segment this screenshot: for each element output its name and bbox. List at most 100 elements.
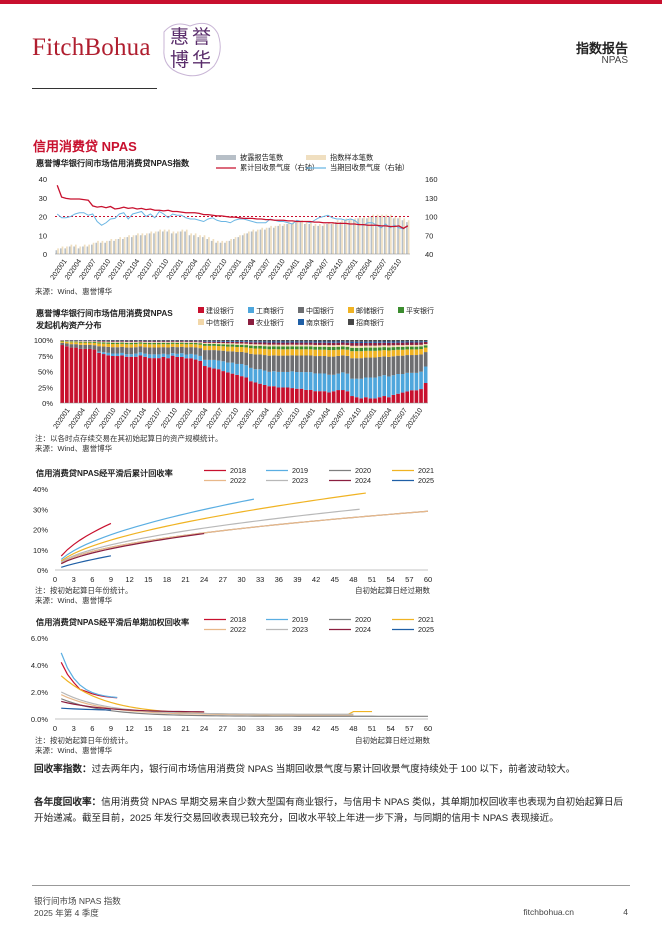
chart2-bar-segment: [175, 342, 180, 345]
chart2-bar-segment: [285, 387, 290, 403]
chart2-bar-segment: [373, 342, 377, 346]
line-ytick: 2.0%: [31, 688, 48, 697]
chart2-bar-segment: [147, 344, 152, 348]
chart2-bar-segment: [198, 343, 203, 345]
chart2-bar-segment: [258, 354, 262, 370]
chart2-bar-segment: [295, 355, 299, 373]
chart2-bar-segment: [166, 340, 170, 342]
chart2-bar-segment: [400, 374, 405, 393]
chart2-bar-segment: [391, 394, 396, 403]
chart1-bar-disclosed: [241, 235, 244, 254]
chart2-bar-segment: [97, 346, 101, 352]
chart2-bar-segment: [345, 346, 350, 350]
line-xtick: 24: [200, 724, 208, 733]
chart2-bar-segment: [295, 344, 299, 347]
line-xtick: 57: [405, 724, 413, 733]
chart2-bar-segment: [410, 346, 414, 350]
chart2-legend-swatch: [248, 319, 254, 325]
chart1-bar-disclosed: [188, 235, 191, 254]
chart2-legend-label: 工商银行: [256, 306, 284, 315]
chart2-bar-segment: [143, 340, 147, 342]
line-xtick: 48: [349, 575, 357, 584]
chart2-bar-segment: [203, 340, 207, 342]
chart2-bar-segment: [331, 341, 336, 343]
chart2-bar-segment: [345, 341, 350, 343]
chart2-ytick: 0%: [42, 399, 53, 408]
chart1-bar-sample: [97, 240, 99, 254]
chart2-bar-segment: [74, 344, 78, 348]
chart2-bar-segment: [272, 386, 276, 403]
chart2-bar-segment: [318, 344, 322, 347]
chart1-bar-sample: [345, 218, 348, 254]
line-chart-title: 信用消费贷NPAS经平滑后累计回收率: [36, 468, 173, 478]
chart2-bar-segment: [129, 340, 134, 341]
chart2-bar-segment: [368, 345, 373, 348]
chart2-bar-segment: [405, 341, 410, 343]
chart1-bar-sample: [194, 233, 197, 254]
chart2-bar-segment: [299, 340, 304, 342]
chart2-bar-segment: [276, 342, 281, 345]
chart2-bar-segment: [327, 347, 331, 351]
chart2-legend-swatch: [348, 307, 354, 313]
chart2-bar-segment: [69, 341, 74, 343]
chart2-bar-segment: [410, 341, 414, 343]
chart2-bar-segment: [295, 341, 299, 343]
chart1-bar-disclosed: [166, 231, 169, 254]
chart2-bar-segment: [281, 355, 285, 372]
line-legend-label: 2023: [292, 476, 308, 485]
chart2-legend-label: 农业银行: [256, 318, 284, 327]
chart2-bar-segment: [115, 340, 120, 342]
chart2-bar-segment: [423, 347, 428, 353]
chart2-bar-segment: [239, 344, 244, 348]
chart2-legend-label: 建设银行: [206, 306, 234, 315]
chart2-bar-segment: [212, 350, 216, 360]
chart2-bar-segment: [253, 345, 258, 349]
chart2-bar-segment: [336, 341, 341, 343]
chart2-bar-segment: [318, 391, 322, 403]
chart2-bar-segment: [212, 340, 216, 342]
chart2-bar-segment: [198, 348, 203, 356]
chart2-bar-segment: [92, 342, 97, 346]
chart2-bar-segment: [253, 340, 258, 342]
chart2-bar-segment: [423, 344, 428, 346]
chart2-bar-segment: [391, 375, 396, 395]
chart2-bar-segment: [157, 358, 161, 403]
chart2-bar-segment: [290, 341, 295, 343]
chart1-legend-label-1: 指数样本笔数: [330, 153, 373, 162]
chart2-bar-segment: [396, 345, 400, 347]
chart2-bar-segment: [253, 354, 258, 370]
chart2-bar-segment: [262, 384, 267, 403]
chart2-bar-segment: [281, 341, 285, 343]
chart1-bar-disclosed: [295, 222, 297, 254]
chart2-bar-segment: [281, 387, 285, 403]
chart1-bar-disclosed: [215, 242, 217, 254]
line-series-2023: [60, 508, 360, 563]
chart2-bar-segment: [285, 346, 290, 350]
chart2-bar-segment: [299, 349, 304, 356]
chart2-bar-segment: [368, 341, 373, 343]
chart1-bar-disclosed: [304, 224, 306, 254]
chart2-bar-segment: [203, 345, 207, 351]
chart2-bar-segment: [244, 365, 249, 378]
chart2-bar-segment: [373, 347, 377, 351]
chart2-bar-segment: [235, 343, 239, 345]
chart2-bar-segment: [359, 378, 364, 399]
chart2-bar-segment: [258, 369, 262, 384]
chart2-bar-segment: [285, 371, 290, 388]
chart1-ytick: 0: [43, 250, 47, 259]
chart2-bar-segment: [285, 341, 290, 343]
line-xtick: 57: [405, 575, 413, 584]
chart2-bar-segment: [216, 350, 221, 361]
chart2-bar-segment: [359, 351, 364, 359]
line-xtick: 18: [163, 575, 171, 584]
chart2-bar-segment: [120, 341, 124, 342]
chart2-bar-segment: [318, 373, 322, 392]
chart2-legend-label: 招商银行: [356, 318, 384, 327]
chart2-bar-segment: [313, 344, 318, 347]
chart2-bar-segment: [368, 340, 373, 342]
chart2-bar-segment: [285, 342, 290, 345]
chart2-bar-segment: [78, 348, 83, 403]
chart2-bar-segment: [203, 342, 207, 344]
chart2-bar-segment: [216, 344, 221, 347]
chart2-bar-segment: [414, 372, 419, 391]
